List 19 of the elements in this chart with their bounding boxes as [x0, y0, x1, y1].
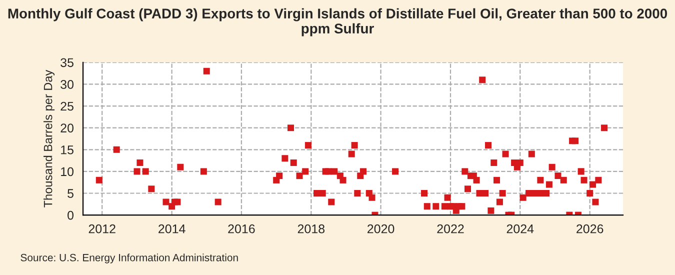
y-tick-label: 20	[60, 124, 74, 132]
y-tick-label: 0	[68, 210, 74, 220]
y-tick-label: 25	[60, 102, 74, 111]
x-tick-label: 2022	[437, 224, 464, 234]
x-tick-label: 2016	[228, 224, 255, 234]
x-tick-label: 2024	[506, 224, 534, 234]
y-tick-label: 5	[68, 189, 74, 198]
x-tick-label: 2014	[158, 224, 186, 234]
y-axis-title: Thousand Barrels per Day	[44, 70, 55, 208]
y-tick-label: 30	[60, 80, 74, 89]
x-tick-label: 2026	[576, 224, 604, 234]
x-tick-label: 2012	[88, 224, 116, 234]
y-tick-label: 15	[61, 146, 74, 154]
chart-title: Monthly Gulf Coast (PADD 3) Exports to Virgin Islands of Distillate Fuel Oil, Greater than 500 to 2000 ppm Sulfur	[8, 8, 668, 36]
y-tick-label: 10	[61, 167, 74, 176]
x-tick-label: 2018	[298, 224, 325, 234]
x-tick-label: 2020	[368, 224, 394, 234]
y-tick-label: 35	[60, 58, 74, 68]
source-note: Source: U.S. Energy Information Administration	[20, 254, 238, 264]
